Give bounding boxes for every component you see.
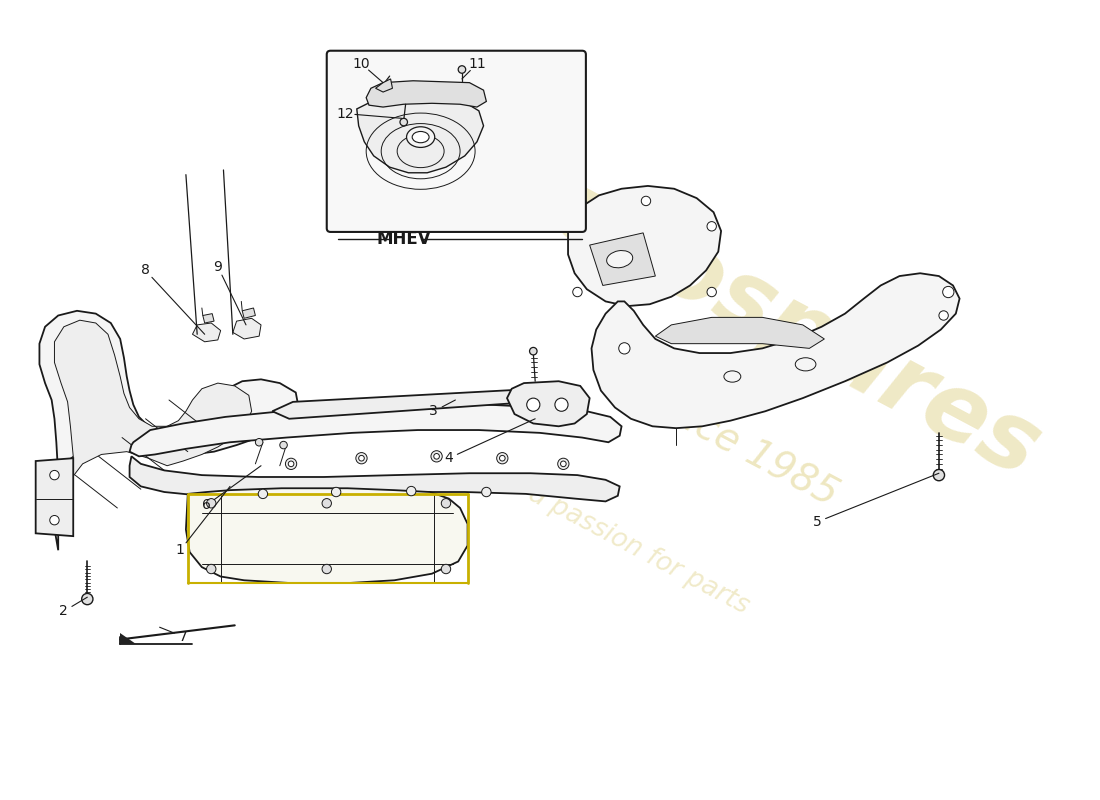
Circle shape <box>331 487 341 497</box>
Polygon shape <box>590 233 656 286</box>
Polygon shape <box>273 389 559 418</box>
Circle shape <box>50 470 59 480</box>
Polygon shape <box>242 308 255 318</box>
Circle shape <box>359 455 364 461</box>
Circle shape <box>707 222 716 231</box>
Circle shape <box>433 454 439 459</box>
Text: 3: 3 <box>429 404 438 418</box>
Circle shape <box>407 486 416 496</box>
Polygon shape <box>656 318 824 348</box>
Text: 2: 2 <box>59 604 68 618</box>
Ellipse shape <box>607 250 632 268</box>
Circle shape <box>641 196 651 206</box>
Circle shape <box>618 342 630 354</box>
Text: 4: 4 <box>444 451 453 466</box>
Polygon shape <box>507 382 590 426</box>
FancyBboxPatch shape <box>327 50 586 232</box>
Circle shape <box>288 461 294 466</box>
Circle shape <box>207 498 216 508</box>
Polygon shape <box>186 488 468 583</box>
Circle shape <box>554 398 568 411</box>
Circle shape <box>558 458 569 470</box>
Circle shape <box>943 286 954 298</box>
Circle shape <box>431 450 442 462</box>
Text: since 1985: since 1985 <box>639 380 845 514</box>
Polygon shape <box>55 320 252 531</box>
Circle shape <box>573 287 582 297</box>
Circle shape <box>50 515 59 525</box>
Circle shape <box>939 311 948 320</box>
Polygon shape <box>568 186 722 306</box>
Text: a passion for parts: a passion for parts <box>524 481 754 619</box>
Text: 10: 10 <box>353 57 371 71</box>
Circle shape <box>322 498 331 508</box>
Circle shape <box>441 564 451 574</box>
Circle shape <box>707 287 716 297</box>
Circle shape <box>255 438 263 446</box>
Polygon shape <box>592 274 959 428</box>
Ellipse shape <box>407 126 434 147</box>
Circle shape <box>441 498 451 508</box>
Circle shape <box>285 458 297 470</box>
Text: 8: 8 <box>141 263 150 278</box>
Circle shape <box>499 455 505 461</box>
Text: 5: 5 <box>813 515 822 529</box>
Ellipse shape <box>412 131 429 142</box>
Text: 6: 6 <box>202 498 211 512</box>
Circle shape <box>207 564 216 574</box>
Circle shape <box>933 470 945 481</box>
Circle shape <box>322 564 331 574</box>
Polygon shape <box>233 318 261 339</box>
Polygon shape <box>120 633 136 644</box>
Circle shape <box>279 442 287 449</box>
Ellipse shape <box>724 371 740 382</box>
Polygon shape <box>356 95 484 173</box>
Circle shape <box>497 453 508 464</box>
Text: 9: 9 <box>213 260 222 274</box>
Ellipse shape <box>795 358 816 371</box>
Text: MHEV: MHEV <box>376 230 431 247</box>
Polygon shape <box>375 79 393 92</box>
Circle shape <box>258 489 267 498</box>
Text: 11: 11 <box>469 57 486 71</box>
Circle shape <box>400 118 407 126</box>
Text: 12: 12 <box>337 106 354 121</box>
Polygon shape <box>40 311 298 550</box>
Text: 7: 7 <box>178 630 187 644</box>
Polygon shape <box>202 314 215 323</box>
Polygon shape <box>130 405 621 456</box>
Polygon shape <box>192 323 221 342</box>
Polygon shape <box>130 456 619 502</box>
Circle shape <box>81 594 94 605</box>
Circle shape <box>459 66 465 74</box>
Circle shape <box>527 398 540 411</box>
Text: Eurospares: Eurospares <box>484 134 1056 497</box>
Polygon shape <box>366 81 486 107</box>
Text: 1: 1 <box>176 543 185 558</box>
Circle shape <box>573 222 582 231</box>
Polygon shape <box>35 458 74 536</box>
Circle shape <box>561 461 566 466</box>
Circle shape <box>355 453 367 464</box>
Circle shape <box>482 487 491 497</box>
Circle shape <box>529 347 537 355</box>
